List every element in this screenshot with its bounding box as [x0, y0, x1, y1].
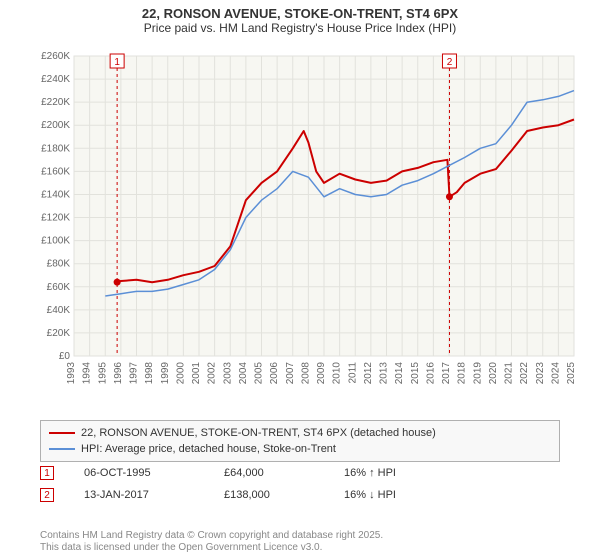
svg-text:1997: 1997	[129, 362, 140, 385]
marker-price-1: £64,000	[224, 467, 314, 479]
svg-text:2: 2	[447, 57, 453, 68]
svg-text:2006: 2006	[269, 362, 280, 385]
marker-hpi-2: 16% ↓ HPI	[344, 489, 454, 501]
svg-text:2020: 2020	[488, 362, 499, 385]
svg-text:2007: 2007	[285, 362, 296, 385]
attribution: Contains HM Land Registry data © Crown c…	[40, 530, 560, 554]
marker-table: 1 06-OCT-1995 £64,000 16% ↑ HPI 2 13-JAN…	[40, 462, 560, 506]
chart-container: 22, RONSON AVENUE, STOKE-ON-TRENT, ST4 6…	[0, 0, 600, 560]
svg-text:2009: 2009	[316, 362, 327, 385]
svg-text:1996: 1996	[113, 362, 124, 385]
legend-item-hpi: HPI: Average price, detached house, Stok…	[49, 441, 551, 457]
svg-text:£40K: £40K	[47, 305, 71, 316]
legend-label-price: 22, RONSON AVENUE, STOKE-ON-TRENT, ST4 6…	[81, 427, 436, 439]
svg-text:£60K: £60K	[47, 282, 71, 293]
svg-text:£140K: £140K	[41, 189, 70, 200]
svg-text:£240K: £240K	[41, 74, 70, 85]
svg-text:2024: 2024	[550, 362, 561, 385]
svg-text:2016: 2016	[425, 362, 436, 385]
title-subtitle: Price paid vs. HM Land Registry's House …	[0, 21, 600, 35]
svg-text:2001: 2001	[191, 362, 202, 385]
marker-date-1: 06-OCT-1995	[84, 467, 194, 479]
svg-text:£160K: £160K	[41, 166, 70, 177]
svg-text:£100K: £100K	[41, 236, 70, 247]
svg-text:1994: 1994	[82, 362, 93, 385]
legend-label-hpi: HPI: Average price, detached house, Stok…	[81, 443, 336, 455]
svg-text:£200K: £200K	[41, 120, 70, 131]
svg-text:2018: 2018	[457, 362, 468, 385]
svg-text:2003: 2003	[222, 362, 233, 385]
svg-text:1993: 1993	[66, 362, 77, 385]
marker-date-2: 13-JAN-2017	[84, 489, 194, 501]
svg-text:2022: 2022	[519, 362, 530, 385]
svg-text:2004: 2004	[238, 362, 249, 385]
marker-badge-1: 1	[40, 466, 54, 480]
svg-text:2000: 2000	[175, 362, 186, 385]
svg-text:2015: 2015	[410, 362, 421, 385]
line-chart: £0 £20K £40K £60K £80K £100K £120K £140K £160K £1…	[40, 50, 580, 390]
svg-text:£0: £0	[59, 351, 71, 362]
svg-text:2013: 2013	[379, 362, 390, 385]
svg-text:2021: 2021	[504, 362, 515, 385]
title-address: 22, RONSON AVENUE, STOKE-ON-TRENT, ST4 6…	[0, 6, 600, 21]
svg-text:£180K: £180K	[41, 143, 70, 154]
svg-text:1: 1	[114, 57, 120, 68]
marker-price-2: £138,000	[224, 489, 314, 501]
svg-text:£20K: £20K	[47, 328, 71, 339]
svg-text:2002: 2002	[207, 362, 218, 385]
chart-area: £0 £20K £40K £60K £80K £100K £120K £140K £160K £1…	[40, 50, 580, 390]
attribution-line2: This data is licensed under the Open Gov…	[40, 542, 560, 554]
svg-text:2017: 2017	[441, 362, 452, 385]
svg-text:£260K: £260K	[41, 51, 70, 62]
attribution-line1: Contains HM Land Registry data © Crown c…	[40, 530, 560, 542]
svg-text:£220K: £220K	[41, 97, 70, 108]
svg-text:2011: 2011	[347, 362, 358, 384]
legend-swatch-price	[49, 432, 75, 434]
svg-text:£80K: £80K	[47, 259, 71, 270]
svg-text:2025: 2025	[566, 362, 577, 385]
legend-item-price: 22, RONSON AVENUE, STOKE-ON-TRENT, ST4 6…	[49, 425, 551, 441]
svg-text:2010: 2010	[332, 362, 343, 385]
marker-row-2: 2 13-JAN-2017 £138,000 16% ↓ HPI	[40, 484, 560, 506]
legend-swatch-hpi	[49, 448, 75, 450]
svg-text:1998: 1998	[144, 362, 155, 385]
marker-hpi-1: 16% ↑ HPI	[344, 467, 454, 479]
marker-badge-2: 2	[40, 488, 54, 502]
svg-text:1999: 1999	[160, 362, 171, 385]
svg-text:1995: 1995	[97, 362, 108, 385]
legend: 22, RONSON AVENUE, STOKE-ON-TRENT, ST4 6…	[40, 420, 560, 462]
svg-text:2008: 2008	[300, 362, 311, 385]
svg-text:2023: 2023	[535, 362, 546, 385]
svg-text:2005: 2005	[254, 362, 265, 385]
title-block: 22, RONSON AVENUE, STOKE-ON-TRENT, ST4 6…	[0, 0, 600, 35]
svg-text:2019: 2019	[472, 362, 483, 385]
svg-text:2012: 2012	[363, 362, 374, 385]
svg-text:2014: 2014	[394, 362, 405, 385]
svg-text:£120K: £120K	[41, 213, 70, 224]
marker-row-1: 1 06-OCT-1995 £64,000 16% ↑ HPI	[40, 462, 560, 484]
